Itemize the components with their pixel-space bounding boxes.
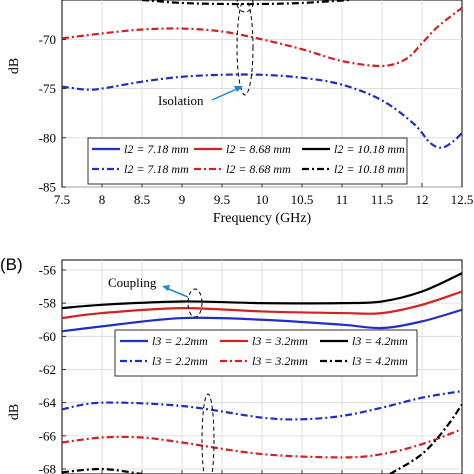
y-tick-label: -80 bbox=[39, 130, 56, 145]
panel-b-series bbox=[62, 272, 462, 474]
y-tick-label: -85 bbox=[39, 180, 56, 195]
x-tick-label: 9.5 bbox=[214, 192, 230, 207]
legend-entry: l3 = 3.2mm bbox=[252, 334, 308, 348]
y-tick-label: -70 bbox=[39, 32, 56, 47]
legend-entry: l2 = 10.18 mm bbox=[334, 142, 405, 156]
panel-b: (B) -56 -58 -60 -62 -64 -66 -68 dB Coupling l3… bbox=[0, 255, 463, 474]
panel-b-legend-box bbox=[114, 329, 418, 377]
y-tick-label: -75 bbox=[39, 81, 56, 96]
legend-entry: l3 = 2.2mm bbox=[152, 354, 208, 368]
y-tick-label: -68 bbox=[39, 462, 56, 474]
x-tick-label: 11 bbox=[336, 192, 349, 207]
legend-entry: l3 = 2.2mm bbox=[152, 334, 208, 348]
legend-entry: l2 = 7.18 mm bbox=[124, 142, 189, 156]
series-line bbox=[389, 403, 462, 474]
x-tick-label: 12.5 bbox=[451, 192, 474, 207]
legend-entry: l2 = 8.68 mm bbox=[226, 162, 291, 176]
y-tick-label: -66 bbox=[39, 428, 57, 443]
coupling-arrowhead bbox=[162, 285, 170, 291]
y-tick-label: -56 bbox=[39, 262, 57, 277]
series-line bbox=[141, 0, 351, 6]
isolation-arrowhead bbox=[234, 86, 243, 92]
panel-b-legend: l3 = 2.2mm l3 = 3.2mm l3 = 4.2mm l3 = 2.2mm… bbox=[114, 329, 418, 377]
series-line bbox=[62, 389, 462, 421]
y-tick-label: -62 bbox=[39, 362, 56, 377]
coupling-ellipse bbox=[187, 288, 203, 318]
panel-b-label: (B) bbox=[0, 255, 23, 274]
y-tick-label: -58 bbox=[39, 296, 56, 311]
legend-entry: l2 = 8.68 mm bbox=[226, 142, 291, 156]
y-tick-label: -64 bbox=[39, 395, 57, 410]
x-tick-label: 8 bbox=[99, 192, 106, 207]
panel-a-ticks: 7.5 8 8.5 9 9.5 10 10.5 11 11.5 12 12.5 -85 -80 -75 -7… bbox=[39, 32, 474, 207]
series-line bbox=[62, 73, 462, 149]
series-line bbox=[62, 308, 462, 333]
series-line bbox=[62, 467, 143, 474]
x-tick-label: 7.5 bbox=[54, 192, 70, 207]
panel-a-ylabel: dB bbox=[7, 58, 22, 74]
series-line bbox=[62, 428, 462, 459]
panel-a-series bbox=[62, 0, 462, 149]
series-line bbox=[62, 272, 462, 310]
coupling-arrow bbox=[165, 287, 189, 298]
coupling-annotation: Coupling bbox=[108, 275, 157, 290]
legend-entry: l3 = 4.2mm bbox=[352, 334, 408, 348]
panel-a: 7.5 8 8.5 9 9.5 10 10.5 11 11.5 12 12.5 -85 -80 -75 -7… bbox=[7, 0, 473, 226]
series-line bbox=[62, 290, 462, 320]
series-line bbox=[62, 7, 462, 68]
isolation-ellipse bbox=[236, 0, 254, 96]
legend-entry: l3 = 4.2mm bbox=[352, 354, 408, 368]
isolation-ellipse-top bbox=[236, 0, 254, 13]
legend-entry: l3 = 3.2mm bbox=[252, 354, 308, 368]
x-tick-label: 9 bbox=[179, 192, 186, 207]
x-tick-label: 11.5 bbox=[371, 192, 393, 207]
x-tick-label: 10 bbox=[256, 192, 269, 207]
legend-entry: l2 = 7.18 mm bbox=[124, 162, 189, 176]
x-tick-label: 10.5 bbox=[291, 192, 314, 207]
x-tick-label: 12 bbox=[416, 192, 429, 207]
isolation-annotation: Isolation bbox=[158, 93, 204, 108]
x-tick-label: 8.5 bbox=[134, 192, 150, 207]
panel-a-legend-box bbox=[87, 137, 408, 185]
legend-entry: l2 = 10.18 mm bbox=[334, 162, 405, 176]
panel-a-xlabel: Frequency (GHz) bbox=[213, 211, 312, 226]
isolation-arrow bbox=[211, 87, 240, 101]
y-tick-label: -60 bbox=[39, 329, 56, 344]
panel-b-ticks: -56 -58 -60 -62 -64 -66 -68 bbox=[39, 262, 463, 474]
coupling-ellipse-lower bbox=[201, 393, 215, 474]
panel-a-legend: l2 = 7.18 mm l2 = 8.68 mm l2 = 10.18 mm l2 … bbox=[87, 137, 408, 185]
panel-b-ylabel: dB bbox=[7, 404, 22, 420]
